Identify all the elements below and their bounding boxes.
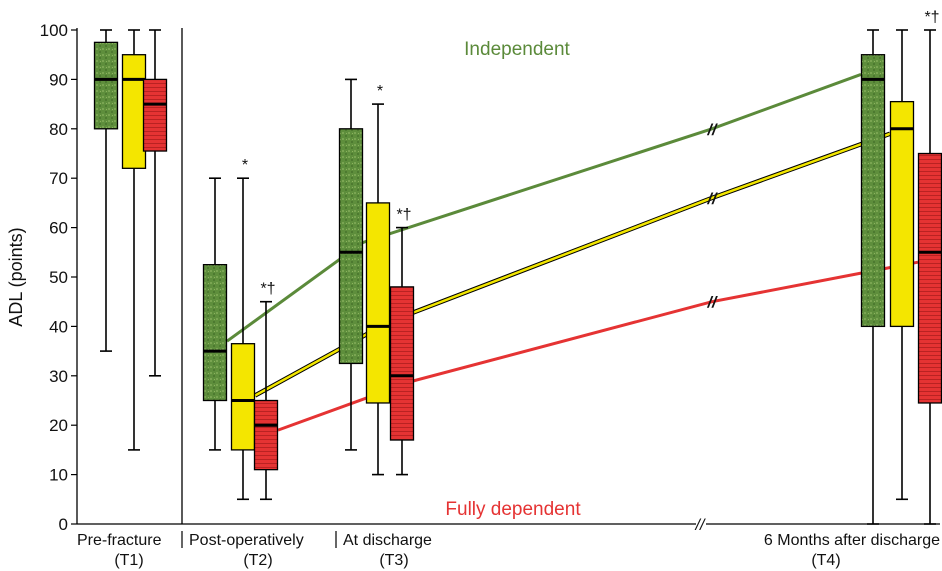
box-iqr [365, 202, 391, 404]
category-label-line1: Pre-fracture [77, 532, 162, 549]
box-iqr [121, 54, 147, 169]
category-label-line1: 6 Months after discharge [764, 532, 940, 549]
category-label-line1: Post-operatively [189, 532, 304, 549]
region-label-independent: Independent [464, 39, 570, 60]
y-tick-label: 50 [49, 268, 68, 287]
box-iqr [142, 78, 168, 152]
x-axis-break-symbol: // [695, 517, 706, 534]
box-iqr [253, 399, 279, 471]
y-tick-label: 20 [49, 416, 68, 435]
category-label-line2: (T4) [811, 552, 840, 569]
box-annotation: * [242, 157, 248, 174]
y-tick-label: 40 [49, 317, 68, 336]
trend-line [226, 73, 862, 343]
box-annotation: * [377, 83, 383, 100]
y-tick-label: 80 [49, 120, 68, 139]
trend-break-symbol: // [707, 191, 718, 208]
box-iqr [917, 152, 942, 404]
box-iqr [202, 263, 228, 402]
box-annotation: *† [924, 9, 939, 26]
y-tick-label: 10 [49, 466, 68, 485]
y-axis-title: ADL (points) [6, 227, 26, 326]
box-iqr [860, 54, 886, 328]
boxes-group: * * *† *† *† [93, 9, 942, 525]
trend-break-symbol: // [707, 295, 718, 312]
category-label-line1: At discharge [343, 532, 432, 549]
box-iqr [389, 286, 415, 441]
trend-line [277, 260, 919, 432]
y-tick-label: 70 [49, 169, 68, 188]
box-iqr [889, 100, 915, 328]
box-annotation: *† [260, 281, 275, 298]
y-tick-label: 0 [59, 515, 68, 534]
y-tick-label: 30 [49, 367, 68, 386]
trend-line [254, 132, 891, 397]
region-label-dependent: Fully dependent [445, 499, 581, 520]
y-tick-label: 90 [49, 70, 68, 89]
box-iqr [230, 343, 256, 451]
y-tick-label: 60 [49, 219, 68, 238]
box-iqr [93, 41, 119, 130]
category-label-line2: (T3) [379, 552, 408, 569]
box-annotation: *† [396, 207, 411, 224]
category-label-line2: (T2) [243, 552, 272, 569]
box-iqr [338, 128, 364, 365]
axes-group: // 0 10 20 30 40 50 60 70 80 90 100 ADL (points) [6, 21, 940, 534]
category-label-line2: (T1) [114, 552, 143, 569]
trend-break-symbol: // [707, 122, 718, 139]
labels-group: Pre-fracture (T1) Post-operatively (T2) At d… [77, 39, 940, 569]
y-tick-label: 100 [40, 21, 68, 40]
trend-lines-group: // // // [226, 73, 919, 432]
